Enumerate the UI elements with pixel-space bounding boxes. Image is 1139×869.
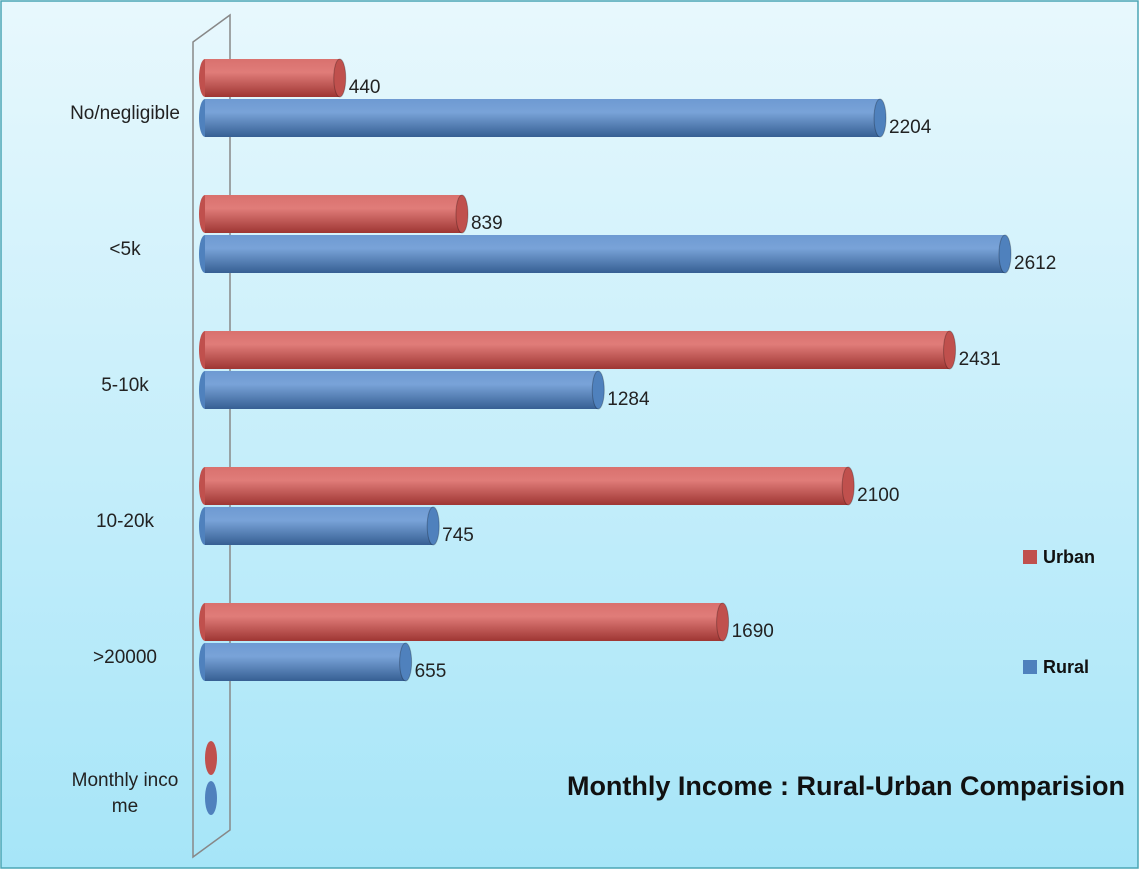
back-wall xyxy=(192,13,231,859)
legend-swatch xyxy=(1023,660,1037,674)
legend-label: Rural xyxy=(1043,657,1089,677)
legend-label: Urban xyxy=(1043,547,1095,567)
bar xyxy=(205,371,599,409)
data-label: 1690 xyxy=(732,621,774,642)
bar-cap xyxy=(943,330,957,370)
data-label: 2100 xyxy=(857,485,899,506)
data-label: 839 xyxy=(471,213,503,234)
bar xyxy=(205,99,881,137)
category-label: No/negligible xyxy=(70,103,180,124)
bar-cap xyxy=(841,466,855,506)
bar xyxy=(205,195,462,233)
data-label: 440 xyxy=(349,77,381,98)
data-label: 2431 xyxy=(959,349,1001,370)
category-label: <5k xyxy=(109,239,141,260)
bar-cap xyxy=(873,98,887,138)
bar-base xyxy=(205,781,217,815)
category-label: 10-20k xyxy=(95,511,155,532)
bar-cap xyxy=(998,234,1012,274)
data-label: 2612 xyxy=(1014,253,1056,274)
category-label: 5-10k xyxy=(101,375,149,396)
bar xyxy=(205,59,340,97)
bar-cap xyxy=(426,506,440,546)
bar xyxy=(205,603,723,641)
bar-cap xyxy=(591,370,605,410)
data-label: 1284 xyxy=(607,389,650,410)
category-label: >20000 xyxy=(93,647,157,668)
legend-swatch xyxy=(1023,550,1037,564)
bar-cap xyxy=(455,194,469,234)
bar-base xyxy=(205,741,217,775)
bar-cap xyxy=(333,58,347,98)
data-label: 2204 xyxy=(889,117,932,138)
category-label: Monthly income xyxy=(71,770,179,817)
data-label: 745 xyxy=(442,525,474,546)
bar xyxy=(205,235,1005,273)
bar xyxy=(205,467,849,505)
bar xyxy=(205,331,950,369)
data-label: 655 xyxy=(415,661,447,682)
bar xyxy=(205,507,434,545)
bar xyxy=(205,643,406,681)
bar-cap xyxy=(399,642,413,682)
bar-cap xyxy=(716,602,730,642)
chart-title: Monthly Income : Rural-Urban Comparision xyxy=(567,771,1125,801)
